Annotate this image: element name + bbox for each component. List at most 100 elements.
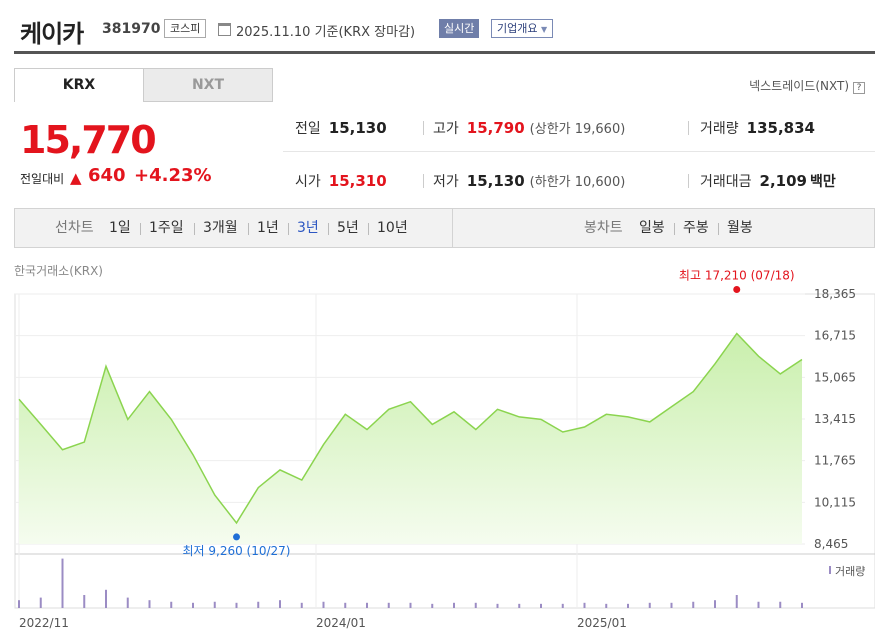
volume-bar (583, 602, 586, 608)
divider (368, 223, 369, 235)
volume-bar (39, 597, 42, 608)
y-tick-label: 16,715 (814, 329, 856, 343)
volume-bar (366, 602, 368, 608)
y-tick-label: 15,065 (814, 370, 856, 384)
volume-legend-label: 거래량 (835, 565, 865, 578)
line-chart-label: 선차트 (55, 220, 94, 236)
company-info-label: 기업개요 (497, 22, 538, 35)
divider (688, 174, 689, 188)
chevron-down-icon: ▼ (540, 25, 548, 34)
volume-bar (735, 595, 738, 608)
volume-bar (170, 601, 173, 608)
x-tick-label: 2024/01 (316, 616, 366, 630)
volume-bar (387, 602, 390, 608)
low-marker (233, 533, 240, 541)
divider (328, 223, 329, 235)
y-tick-label: 10,115 (814, 495, 856, 509)
volume-bar (453, 602, 455, 608)
volume-bar (518, 603, 521, 608)
open-value: 15,310 (328, 172, 387, 190)
period-10y[interactable]: 10년 (377, 220, 408, 236)
y-tick-label: 13,415 (814, 412, 856, 426)
help-icon[interactable]: ? (853, 82, 865, 94)
change-percent: +4.23% (134, 165, 212, 186)
period-3m[interactable]: 3개월 (203, 220, 238, 236)
trade-value-label: 거래대금 (700, 174, 752, 190)
calendar-icon (218, 23, 231, 36)
volume-bar (105, 589, 107, 608)
volume-bar (540, 603, 542, 608)
change-amount: 640 (88, 165, 126, 186)
x-tick-label: 2025/01 (577, 616, 627, 630)
stock-code: 381970 (102, 21, 161, 37)
market-badge: 코스피 (164, 19, 207, 38)
volume-bar (692, 601, 695, 608)
divider (688, 121, 689, 135)
divider (674, 223, 675, 235)
divider (248, 223, 249, 235)
high-annotation: 최고 17,210 (07/18) (679, 269, 795, 283)
prev-close-label: 전일 (295, 121, 321, 137)
volume-bar (474, 602, 477, 608)
volume-bar (126, 597, 129, 608)
stats-row: 전일 15,130 고가 15,790 (상한가 19,660) 거래량 135,834 (283, 104, 875, 152)
exchange-tabs: KRX NXT (14, 68, 273, 102)
x-tick-label: 2022/11 (19, 616, 69, 630)
volume-bar (757, 601, 760, 608)
y-tick-label: 18,365 (814, 287, 856, 301)
realtime-button[interactable]: 실시간 (439, 19, 480, 38)
quote-date: 2025.11.10 기준(KRX 장마감) (236, 25, 416, 40)
prev-close-value: 15,130 (328, 119, 387, 137)
company-info-dropdown[interactable]: 기업개요 ▼ (491, 19, 554, 38)
divider (452, 209, 453, 247)
trade-value: 2,109 (759, 172, 807, 190)
volume-label: 거래량 (700, 121, 739, 137)
period-1w[interactable]: 1주일 (149, 220, 184, 236)
volume-bar (648, 602, 651, 608)
price-area (19, 333, 802, 544)
divider (194, 223, 195, 235)
volume-bar (431, 603, 434, 608)
data-source: 한국거래소(KRX) (14, 264, 103, 278)
volume-bar (801, 602, 803, 608)
volume-bar (235, 602, 238, 608)
volume-bar (83, 595, 86, 608)
volume-value: 135,834 (746, 119, 815, 137)
period-3y[interactable]: 3년 (297, 220, 319, 236)
volume-bar (409, 602, 412, 608)
volume-bar (561, 603, 564, 608)
volume-bar (279, 600, 281, 608)
volume-bar (344, 602, 347, 608)
y-tick-label: 8,465 (814, 537, 848, 551)
divider (140, 223, 141, 235)
current-price: 15,770 (20, 118, 157, 162)
period-5y[interactable]: 5년 (337, 220, 359, 236)
volume-bar (148, 600, 151, 608)
divider (288, 223, 289, 235)
period-1d[interactable]: 1일 (109, 220, 131, 236)
volume-bar (627, 603, 629, 608)
stats-row: 시가 15,310 저가 15,130 (하한가 10,600) 거래대금 2,109 백… (283, 157, 875, 205)
stock-name: 케이카 (20, 20, 84, 48)
low-label: 저가 (433, 174, 459, 190)
nxt-info-link[interactable]: 넥스트레이드(NXT)? (749, 77, 865, 94)
volume-bar (714, 600, 716, 608)
high-label: 고가 (433, 121, 459, 137)
volume-bar (779, 601, 782, 608)
candle-monthly[interactable]: 월봉 (727, 220, 753, 236)
trade-value-unit: 백만 (809, 174, 836, 190)
candle-weekly[interactable]: 주봉 (683, 220, 709, 236)
volume-bar (61, 558, 64, 608)
upper-limit: (상한가 19,660) (529, 122, 626, 137)
low-annotation: 최저 9,260 (10/27) (182, 544, 290, 558)
tab-nxt[interactable]: NXT (143, 68, 273, 102)
volume-bar (300, 602, 303, 608)
lower-limit: (하한가 10,600) (529, 175, 626, 190)
price-line (18, 332, 803, 525)
volume-bar (605, 603, 608, 608)
volume-bar (322, 601, 325, 608)
period-1y[interactable]: 1년 (257, 220, 279, 236)
volume-bar (496, 603, 499, 608)
candle-daily[interactable]: 일봉 (639, 220, 665, 236)
